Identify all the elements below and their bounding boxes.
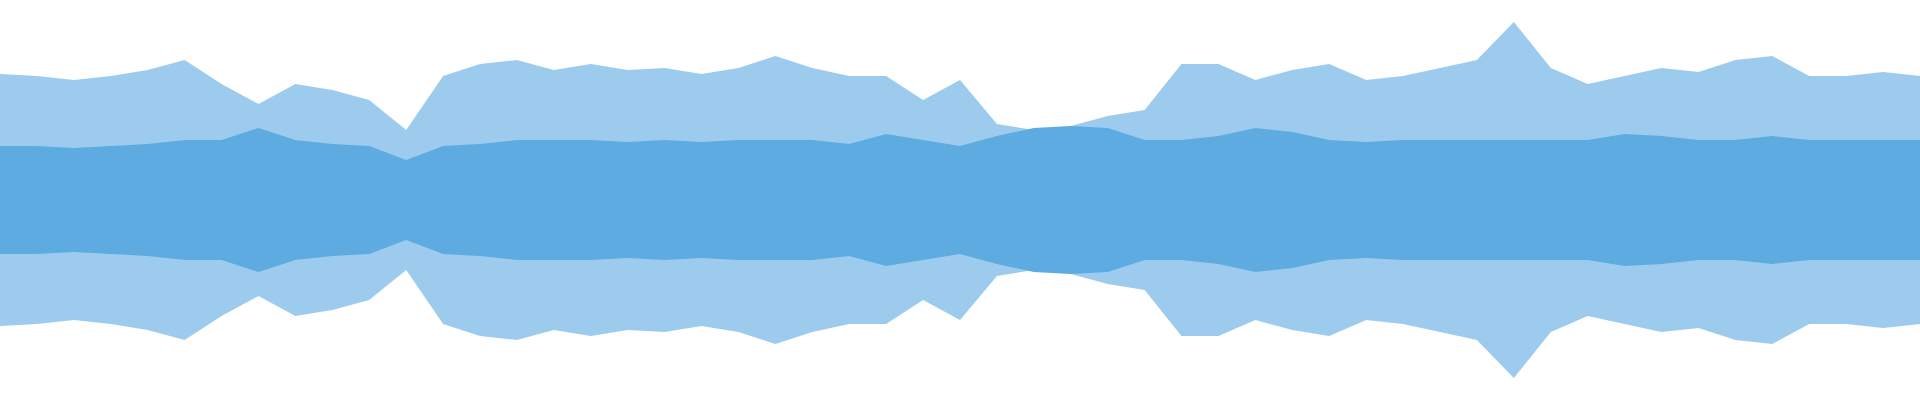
core-envelope <box>0 126 1920 200</box>
core-envelope <box>0 200 1920 274</box>
